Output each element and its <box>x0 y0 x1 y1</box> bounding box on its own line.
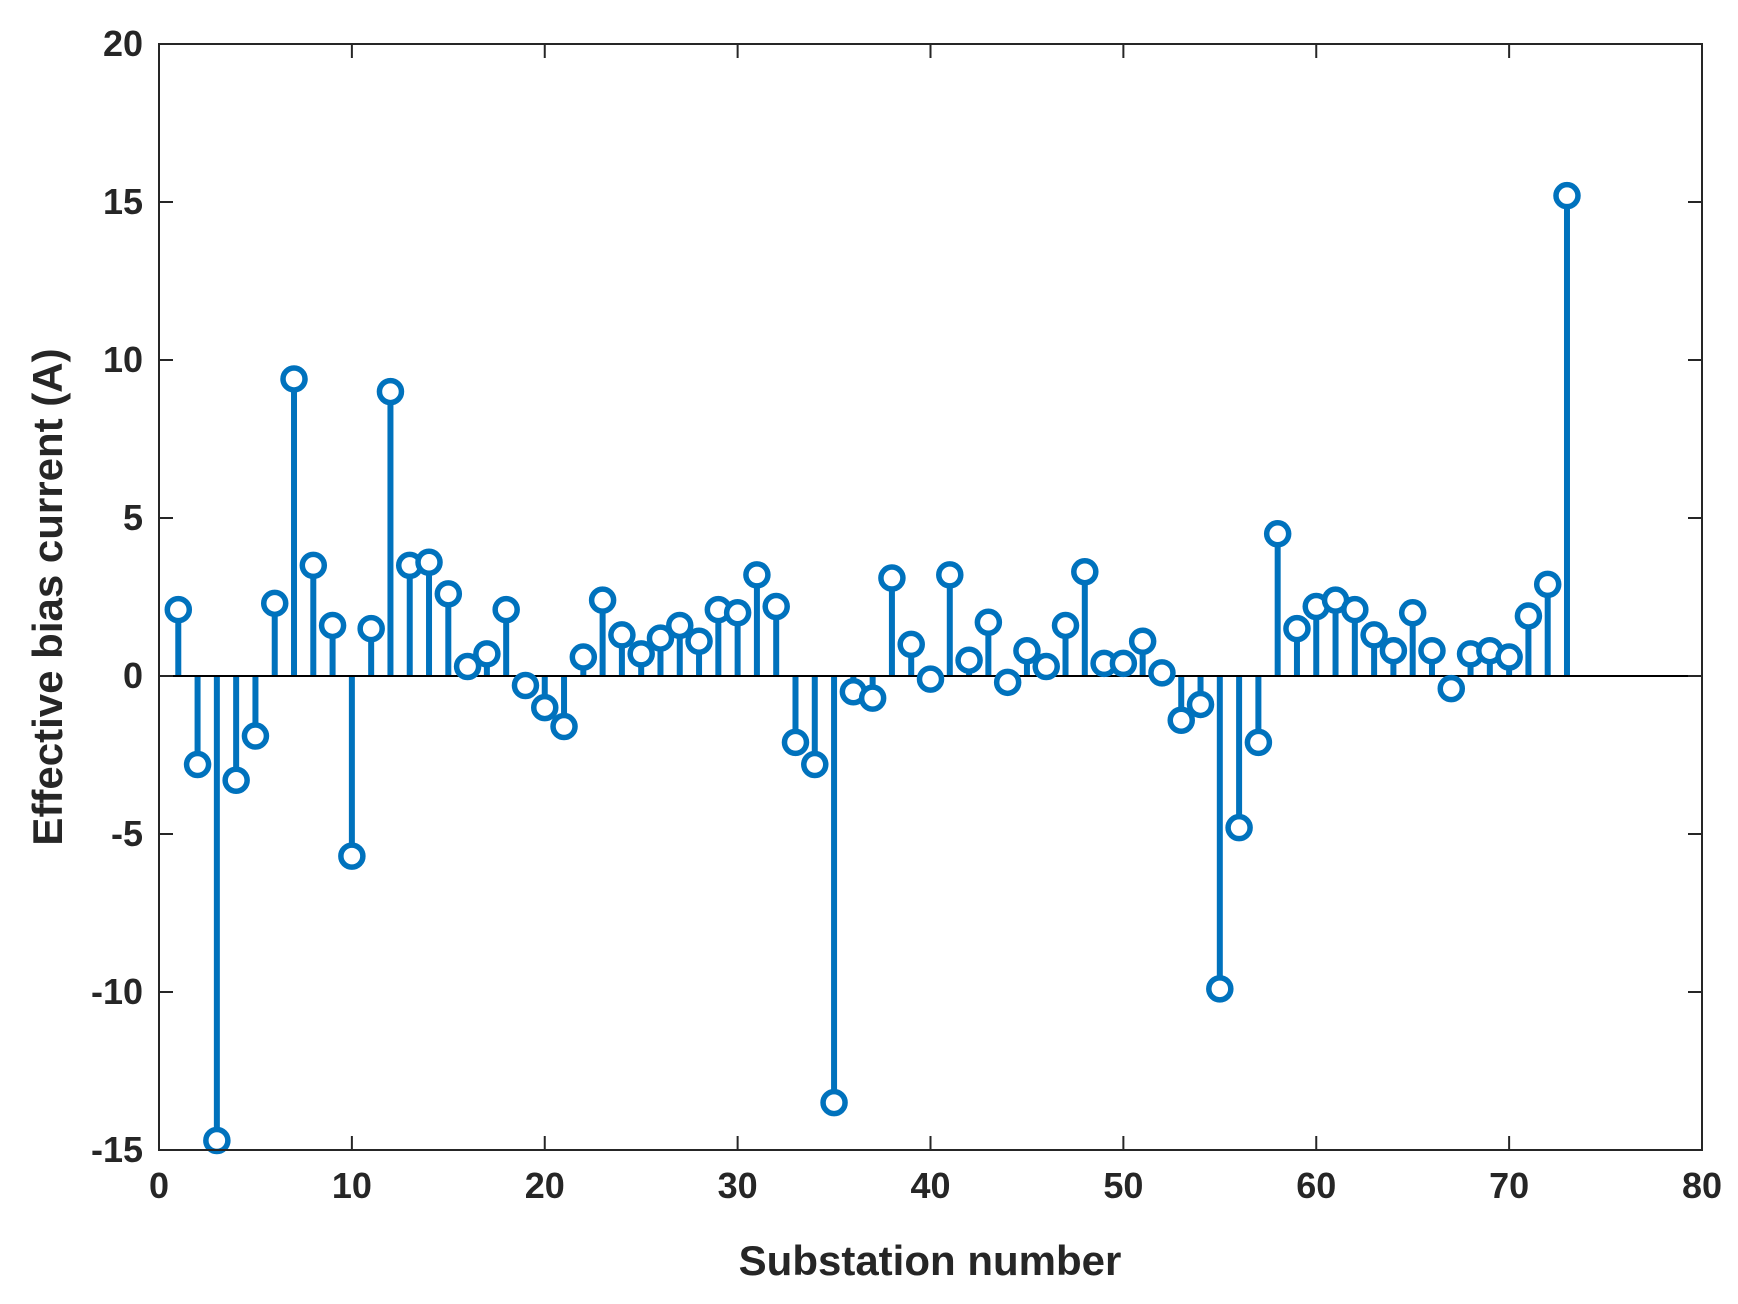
stem-marker <box>588 586 617 614</box>
x-tick-label: 0 <box>149 1165 169 1206</box>
stem-marker <box>1148 659 1176 687</box>
stem-marker <box>1013 636 1041 665</box>
stem-markers <box>164 181 1581 1155</box>
stem-marker <box>453 652 482 681</box>
stem-marker <box>550 712 578 741</box>
stem-marker <box>1263 520 1292 548</box>
stem-marker <box>1533 570 1562 599</box>
y-tick-label: -5 <box>111 813 143 854</box>
stem-marker <box>878 564 906 592</box>
stem-marker <box>1071 557 1099 586</box>
stem-marker <box>781 728 810 757</box>
stem-marker <box>858 684 887 712</box>
stem-marker <box>974 608 1003 637</box>
stem-marker <box>511 671 540 700</box>
stem-marker <box>1128 627 1157 655</box>
stem-marker <box>627 640 655 668</box>
stem-marker <box>318 611 347 640</box>
stem-marker <box>203 1126 231 1155</box>
stem-marker <box>1225 813 1253 842</box>
stem-marker <box>1032 652 1060 681</box>
stem-marker <box>685 627 713 655</box>
stem-marker <box>916 665 945 693</box>
stem-marker <box>1418 636 1446 665</box>
stem-marker <box>723 599 752 627</box>
stem-marker <box>1051 611 1080 640</box>
x-axis: 0 10 20 30 40 50 60 70 80 <box>149 44 1722 1206</box>
stem-marker <box>608 621 636 649</box>
stem-marker <box>183 750 212 779</box>
plot-background <box>159 44 1702 1150</box>
x-tick-label: 60 <box>1296 1165 1336 1206</box>
y-tick-label: 20 <box>103 23 143 64</box>
stem-marker <box>666 611 694 640</box>
stem-marker <box>1244 728 1273 757</box>
stem-marker <box>357 614 385 643</box>
stem-marker <box>415 548 443 576</box>
stem-marker <box>1379 636 1408 665</box>
stem-marker <box>299 551 328 580</box>
stem-marker <box>1360 621 1388 649</box>
stem-marker <box>743 561 771 589</box>
stem-marker <box>801 750 829 779</box>
y-tick-label: 5 <box>123 497 143 538</box>
stem-marker <box>1553 181 1581 210</box>
stem-marker <box>820 1088 848 1117</box>
x-axis-label: Substation number <box>739 1237 1122 1284</box>
stem-marker <box>1109 649 1138 678</box>
stem-marker <box>1206 975 1234 1003</box>
stem-marker <box>164 595 193 624</box>
stem-marker <box>993 668 1022 697</box>
x-tick-label: 80 <box>1682 1165 1722 1206</box>
stem-marker <box>473 640 501 668</box>
x-tick-label: 70 <box>1489 1165 1529 1206</box>
x-tick-label: 50 <box>1103 1165 1143 1206</box>
x-tick-label: 20 <box>525 1165 565 1206</box>
stem-marker <box>1437 674 1466 703</box>
y-tick-label: -15 <box>91 1129 143 1170</box>
y-axis: -15 -10 -5 0 5 10 15 20 <box>91 23 1702 1170</box>
stem-marker <box>434 580 463 608</box>
stem-marker <box>1398 599 1427 627</box>
x-tick-label: 30 <box>718 1165 758 1206</box>
stem-marker <box>1341 595 1369 624</box>
stem-marker <box>492 595 520 624</box>
stem-marker <box>338 842 366 870</box>
stem-marker <box>1186 690 1215 719</box>
stem-marker <box>955 646 983 674</box>
stem-marker <box>1283 614 1311 643</box>
y-axis-label: Effective bias current (A) <box>24 348 71 845</box>
stem-marker <box>241 722 270 750</box>
x-tick-label: 40 <box>910 1165 950 1206</box>
stem-marker <box>280 365 308 393</box>
stem-marker <box>1495 643 1523 671</box>
stem-marker <box>1167 706 1195 734</box>
stem-marker <box>936 561 964 589</box>
stem-marker <box>222 766 250 795</box>
stem-marker <box>569 643 598 671</box>
y-tick-label: 0 <box>123 655 143 696</box>
stem-marker <box>897 630 925 659</box>
y-tick-label: -10 <box>91 971 143 1012</box>
stem-marker <box>646 624 675 652</box>
stem-marker <box>1514 602 1543 630</box>
y-tick-label: 15 <box>103 181 143 222</box>
stem-marker <box>531 693 559 722</box>
x-tick-label: 10 <box>332 1165 372 1206</box>
stem-marker <box>376 377 405 406</box>
stem-marker <box>762 592 790 621</box>
y-tick-label: 10 <box>103 339 143 380</box>
stem-marker <box>260 589 289 618</box>
